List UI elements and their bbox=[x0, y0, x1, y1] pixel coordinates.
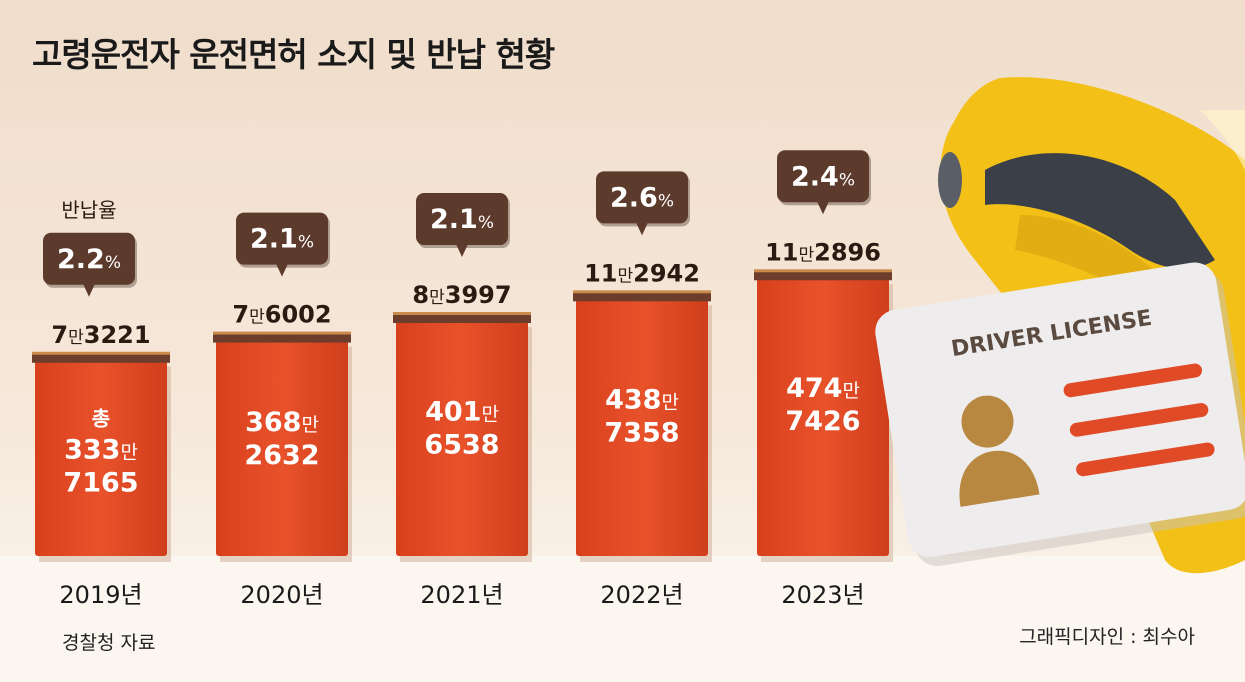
return-count-label: 11만2942 bbox=[584, 259, 700, 287]
bar-return-strip-edge bbox=[213, 331, 351, 335]
rate-bubble bbox=[777, 150, 869, 203]
return-rate-label: 2.6% bbox=[610, 182, 674, 213]
bar-total-label: 6538 bbox=[424, 429, 499, 460]
rate-bubble bbox=[596, 171, 688, 224]
bar-total bbox=[576, 299, 708, 556]
bar-total-label: 438만 bbox=[605, 384, 679, 415]
bar-total-label: 7165 bbox=[63, 468, 138, 499]
return-count-label: 8만3997 bbox=[412, 281, 511, 309]
return-count-label: 7만6002 bbox=[232, 301, 331, 329]
return-rate-label: 2.1% bbox=[250, 224, 314, 255]
bar-total-label: 368만 bbox=[245, 407, 319, 438]
rate-bubble bbox=[236, 212, 328, 265]
return-rate-label: 2.2% bbox=[57, 244, 121, 275]
person-silhouette-icon bbox=[959, 395, 1040, 507]
bar-return-strip-edge bbox=[754, 269, 892, 273]
driver-license-card-illustration: DRIVER LICENSE bbox=[875, 262, 1245, 567]
license-info-line bbox=[1063, 363, 1203, 398]
rate-bubble-pointer bbox=[817, 201, 829, 215]
design-credit: 그래픽디자인 : 최수아 bbox=[1019, 626, 1195, 648]
return-count-label: 7만3221 bbox=[51, 321, 150, 349]
x-tick-label: 2023년 bbox=[781, 581, 864, 609]
rate-bubble-pointer bbox=[83, 283, 95, 297]
bar-total bbox=[396, 321, 528, 556]
bar-total-label: 7358 bbox=[604, 417, 679, 448]
return-rate-label: 2.1% bbox=[430, 204, 494, 235]
bar-return-strip-edge bbox=[393, 312, 531, 316]
rate-bubble-pointer bbox=[636, 222, 648, 236]
license-info-line bbox=[1069, 403, 1209, 437]
bar-total-label: 2632 bbox=[244, 440, 319, 471]
x-tick-label: 2019년 bbox=[59, 581, 142, 609]
chart-title: 고령운전자 운전면허 소지 및 반납 현황 bbox=[32, 35, 555, 74]
bar-return-strip bbox=[32, 353, 170, 363]
source-note: 경찰청 자료 bbox=[62, 632, 156, 654]
license-info-line bbox=[1076, 442, 1215, 477]
bar-total-label: 401만 bbox=[425, 396, 499, 427]
bar-total-label: 총 bbox=[92, 407, 110, 431]
return-count-label: 11만2896 bbox=[765, 238, 881, 266]
x-tick-label: 2021년 bbox=[420, 581, 503, 609]
rate-bubble bbox=[416, 193, 508, 246]
rate-legend-label: 반납율 bbox=[61, 198, 116, 222]
bar-return-strip bbox=[393, 314, 531, 324]
bar-return-strip bbox=[213, 333, 351, 343]
bar-total-label: 474만 bbox=[786, 373, 860, 404]
bar-return-strip bbox=[754, 271, 892, 281]
rate-bubble-pointer bbox=[456, 244, 468, 258]
x-tick-label: 2020년 bbox=[240, 581, 323, 609]
x-tick-label: 2022년 bbox=[600, 581, 683, 609]
bar-total bbox=[757, 278, 889, 556]
rate-bubble bbox=[43, 232, 135, 285]
rate-bubble-pointer bbox=[276, 263, 288, 277]
bar-total-label: 7426 bbox=[785, 406, 860, 437]
bar-return-strip-edge bbox=[32, 351, 170, 355]
bar-return-strip bbox=[573, 292, 711, 302]
bar-total bbox=[216, 340, 348, 556]
bar-total-label: 333만 bbox=[64, 435, 138, 466]
floor-band bbox=[0, 556, 1245, 682]
return-rate-label: 2.4% bbox=[791, 161, 855, 192]
bar-return-strip-edge bbox=[573, 290, 711, 294]
bar-total bbox=[35, 360, 167, 556]
